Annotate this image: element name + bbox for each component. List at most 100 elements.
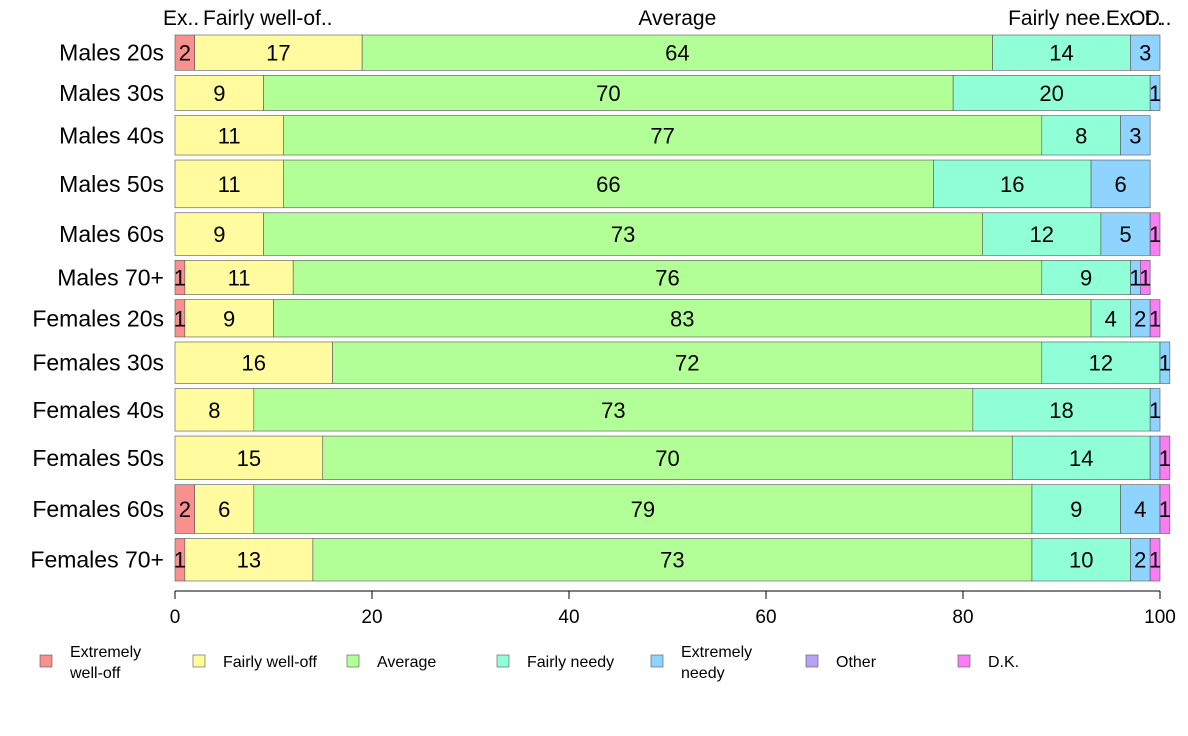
bar-segment-females-20s-d-k bbox=[1149, 299, 1161, 338]
value-label-females-60s-d-k: 1 bbox=[1159, 497, 1171, 522]
bar-segment-males-30s-fairly-needy bbox=[952, 74, 1151, 111]
bar-segment-females-30s-fairly-well-off bbox=[174, 341, 333, 384]
bar-segment-females-70-average bbox=[312, 538, 1033, 582]
x-tick-label-0: 0 bbox=[170, 607, 181, 628]
bar-segment-females-40s-extremely-needy bbox=[1149, 388, 1161, 432]
legend-label-d-k: D.K. bbox=[988, 654, 1019, 671]
value-label-females-70-d-k: 1 bbox=[1149, 548, 1161, 573]
top-label-average: Average bbox=[638, 7, 716, 30]
category-label-females-60s: Females 60s bbox=[32, 496, 164, 522]
top-segment-labels: Ex.. Fairly well-of.. Average Fairly nee..E… bbox=[163, 7, 1171, 30]
category-label-males-60s: Males 60s bbox=[59, 221, 164, 247]
bar-segment-females-60s-average bbox=[253, 484, 1033, 534]
bar-segment-males-60s-fairly-well-off bbox=[174, 212, 264, 256]
legend-label-extremely-needy-line-1: Extremely bbox=[681, 644, 752, 661]
bar-segment-females-70-fairly-needy bbox=[1031, 538, 1131, 582]
top-label-fairly-well-off: Fairly well-of.. bbox=[203, 7, 333, 30]
legend-label-extremely-well-off-line-1: Extremely bbox=[70, 644, 141, 661]
bars bbox=[174, 34, 1171, 582]
bar-segment-females-60s-fairly-well-off bbox=[194, 484, 255, 534]
legend-swatch-other bbox=[805, 654, 819, 668]
bar-segment-females-50s-average bbox=[322, 435, 1013, 480]
value-label-males-70-fairly-well-off: 11 bbox=[228, 265, 251, 290]
value-label-females-20s-fairly-needy: 4 bbox=[1105, 306, 1117, 331]
value-label-males-60s-average: 73 bbox=[611, 222, 635, 247]
value-label-males-50s-extremely-needy: 6 bbox=[1114, 172, 1126, 197]
value-label-females-40s-extremely-needy: 1 bbox=[1149, 398, 1161, 423]
top-label-other: Ot.. bbox=[1129, 7, 1163, 30]
legend-label-extremely-needy-line-2: needy bbox=[681, 665, 725, 682]
bar-segment-females-50s-fairly-well-off bbox=[174, 435, 324, 480]
x-tick-label-20: 20 bbox=[361, 607, 382, 628]
category-label-females-30s: Females 30s bbox=[32, 350, 164, 376]
value-label-females-60s-fairly-needy: 9 bbox=[1070, 497, 1082, 522]
x-axis: 0 20 40 60 80 100 bbox=[170, 590, 1176, 628]
value-label-males-20s-extremely-needy: 3 bbox=[1139, 41, 1151, 66]
x-tick-label-80: 80 bbox=[952, 607, 973, 628]
bar-segment-males-30s-extremely-needy bbox=[1149, 74, 1161, 111]
value-label-males-30s-average: 70 bbox=[596, 81, 620, 106]
value-label-males-30s-extremely-needy: 1 bbox=[1149, 81, 1161, 106]
legend-swatch-fairly-needy bbox=[496, 654, 510, 668]
x-tick-label-100: 100 bbox=[1144, 607, 1176, 628]
value-label-males-20s-fairly-needy: 14 bbox=[1049, 41, 1073, 66]
bar-segment-males-20s-fairly-needy bbox=[992, 34, 1131, 71]
bar-segment-females-40s-fairly-needy bbox=[972, 388, 1151, 432]
value-label-females-30s-extremely-needy: 1 bbox=[1159, 351, 1171, 376]
bar-segment-males-50s-average bbox=[283, 159, 934, 209]
legend-swatch-extremely-well-off bbox=[39, 654, 53, 668]
bar-segment-females-20s-fairly-needy bbox=[1090, 299, 1131, 338]
category-label-males-70: Males 70+ bbox=[57, 264, 164, 290]
value-label-males-70-extremely-needy: 1 bbox=[1129, 265, 1141, 290]
value-label-females-60s-average: 79 bbox=[631, 497, 655, 522]
category-label-females-50s: Females 50s bbox=[32, 445, 164, 471]
value-label-males-60s-d-k: 1 bbox=[1149, 222, 1161, 247]
value-label-females-60s-extremely-needy: 4 bbox=[1134, 497, 1146, 522]
category-label-males-50s: Males 50s bbox=[59, 171, 164, 197]
bar-segment-males-60s-extremely-needy bbox=[1100, 212, 1151, 256]
bar-segment-males-40s-fairly-well-off bbox=[174, 115, 284, 156]
value-label-males-70-average: 76 bbox=[655, 265, 679, 290]
value-label-females-40s-fairly-needy: 18 bbox=[1049, 398, 1073, 423]
value-label-females-70-fairly-needy: 10 bbox=[1069, 548, 1093, 573]
legend-label-fairly-needy: Fairly needy bbox=[527, 654, 614, 671]
bar-segment-males-40s-average bbox=[283, 115, 1043, 156]
bar-segment-males-70-fairly-well-off bbox=[184, 260, 294, 295]
legend-swatch-d-k bbox=[957, 654, 971, 668]
bar-segment-females-20s-fairly-well-off bbox=[184, 299, 274, 338]
value-label-females-50s-average: 70 bbox=[655, 446, 679, 471]
segment-value-labels: 2 17 64 14 39 70 20 111 77 8 311 66 16 69 73 12 5 11 11 76 9… bbox=[174, 41, 1171, 573]
value-label-females-70-extremely-well-off: 1 bbox=[174, 548, 186, 573]
bar-segment-females-50s-d-k bbox=[1159, 435, 1171, 480]
legend: Extremely well-off Fairly well-off Average F… bbox=[39, 644, 1019, 682]
bar-segment-males-50s-extremely-needy bbox=[1090, 159, 1151, 209]
top-label-extremely-well-off: Ex.. bbox=[163, 7, 199, 30]
bar-segment-females-30s-fairly-needy bbox=[1041, 341, 1161, 384]
value-label-females-20s-d-k: 1 bbox=[1149, 306, 1161, 331]
bar-segment-males-70-average bbox=[292, 260, 1043, 295]
bar-segment-females-60s-extremely-needy bbox=[1120, 484, 1161, 534]
x-tick-label-40: 40 bbox=[558, 607, 579, 628]
category-label-males-30s: Males 30s bbox=[59, 80, 164, 106]
bar-segment-males-60s-average bbox=[263, 212, 983, 256]
value-label-males-60s-fairly-needy: 12 bbox=[1030, 222, 1054, 247]
bar-segment-males-60s-fairly-needy bbox=[982, 212, 1102, 256]
value-label-males-40s-fairly-needy: 8 bbox=[1075, 123, 1087, 148]
value-label-females-70-fairly-well-off: 13 bbox=[237, 548, 261, 573]
bar-segment-males-20s-fairly-well-off bbox=[194, 34, 363, 71]
legend-label-average: Average bbox=[377, 654, 436, 671]
bar-segment-females-30s-average bbox=[332, 341, 1043, 384]
top-label-fairly-needy: Fairly nee.. bbox=[1008, 7, 1112, 30]
value-label-males-30s-fairly-needy: 20 bbox=[1039, 81, 1063, 106]
value-label-males-50s-average: 66 bbox=[596, 172, 620, 197]
value-label-females-30s-average: 72 bbox=[675, 351, 699, 376]
value-label-males-40s-fairly-well-off: 11 bbox=[218, 123, 241, 148]
value-label-males-70-d-k: 1 bbox=[1139, 265, 1151, 290]
bar-segment-males-70-d-k bbox=[1140, 260, 1151, 295]
value-label-males-40s-average: 77 bbox=[650, 123, 674, 148]
value-label-females-50s-fairly-needy: 14 bbox=[1069, 446, 1093, 471]
bar-segment-males-30s-average bbox=[263, 74, 954, 111]
value-label-males-20s-extremely-well-off: 2 bbox=[179, 41, 191, 66]
top-label-d-k: D.. bbox=[1145, 7, 1172, 30]
